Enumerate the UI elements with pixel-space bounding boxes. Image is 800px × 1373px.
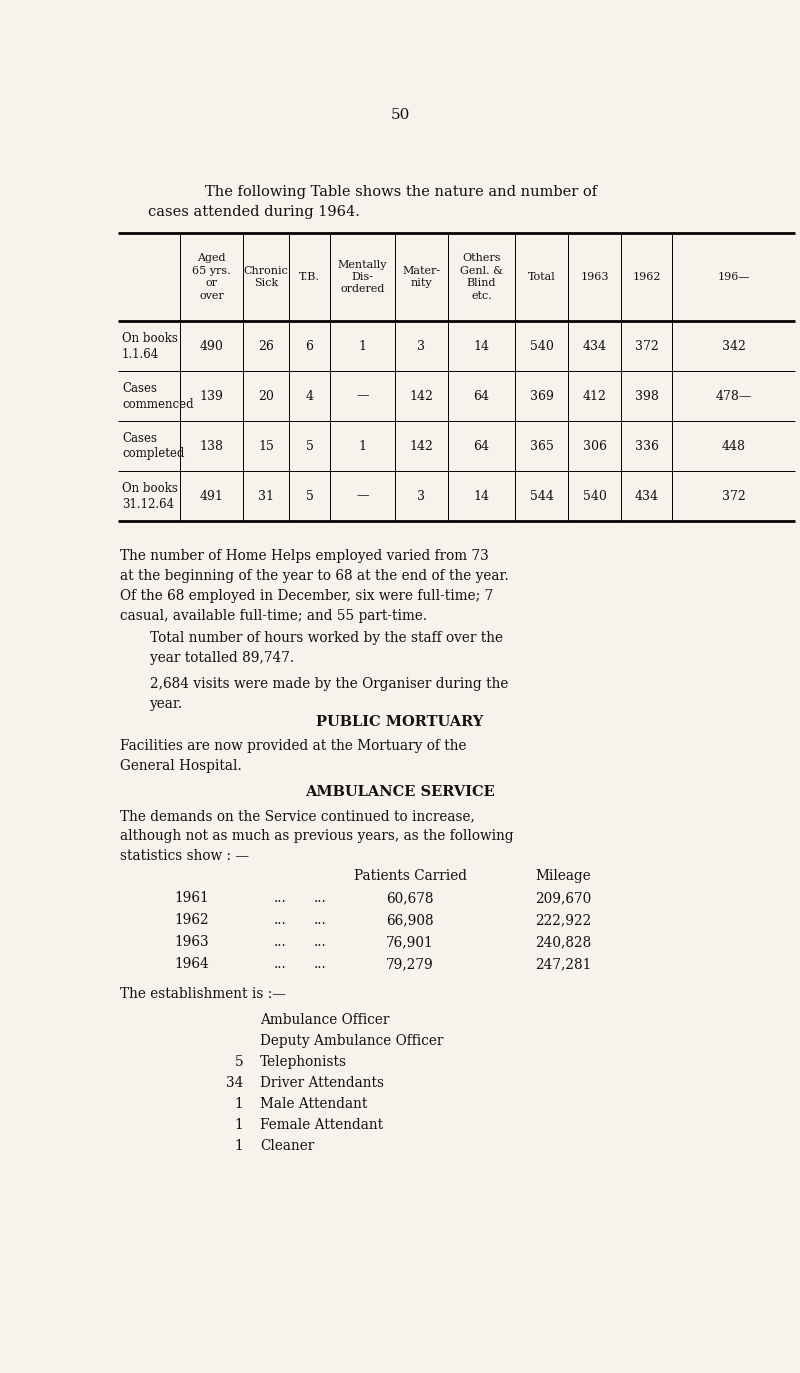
Text: 196—: 196— (718, 272, 750, 281)
Text: 2,684 visits were made by the Organiser during the
year.: 2,684 visits were made by the Organiser … (150, 677, 508, 711)
Text: 372: 372 (722, 490, 746, 503)
Text: ...: ... (274, 913, 286, 927)
Text: 1964: 1964 (174, 957, 210, 971)
Text: Patients Carried: Patients Carried (354, 869, 466, 883)
Text: AMBULANCE SERVICE: AMBULANCE SERVICE (305, 785, 495, 799)
Text: Facilities are now provided at the Mortuary of the
General Hospital.: Facilities are now provided at the Mortu… (120, 739, 466, 773)
Text: Telephonists: Telephonists (260, 1054, 347, 1070)
Text: ...: ... (274, 957, 286, 971)
Text: Driver Attendants: Driver Attendants (260, 1076, 384, 1090)
Text: The number of Home Helps employed varied from 73
at the beginning of the year to: The number of Home Helps employed varied… (120, 549, 509, 623)
Text: cases attended during 1964.: cases attended during 1964. (148, 205, 360, 220)
Text: The following Table shows the nature and number of: The following Table shows the nature and… (205, 185, 597, 199)
Text: On books
1.1.64: On books 1.1.64 (122, 331, 178, 361)
Text: 139: 139 (199, 390, 223, 402)
Text: 448: 448 (722, 439, 746, 453)
Text: Mater-
nity: Mater- nity (402, 266, 441, 288)
Text: ...: ... (314, 957, 326, 971)
Text: 1961: 1961 (174, 891, 210, 905)
Text: Female Attendant: Female Attendant (260, 1118, 383, 1131)
Text: 14: 14 (474, 339, 490, 353)
Text: 3: 3 (418, 339, 426, 353)
Text: Mentally
Dis-
ordered: Mentally Dis- ordered (338, 259, 387, 294)
Text: 79,279: 79,279 (386, 957, 434, 971)
Text: 64: 64 (474, 390, 490, 402)
Text: 365: 365 (530, 439, 554, 453)
Text: 222,922: 222,922 (535, 913, 591, 927)
Text: 247,281: 247,281 (535, 957, 591, 971)
Text: Ambulance Officer: Ambulance Officer (260, 1013, 390, 1027)
Text: 540: 540 (530, 339, 554, 353)
Text: Male Attendant: Male Attendant (260, 1097, 367, 1111)
Text: 336: 336 (634, 439, 658, 453)
Text: 20: 20 (258, 390, 274, 402)
Text: 1: 1 (358, 439, 366, 453)
Text: T.B.: T.B. (299, 272, 320, 281)
Text: 142: 142 (410, 390, 434, 402)
Text: 491: 491 (199, 490, 223, 503)
Text: 412: 412 (582, 390, 606, 402)
Text: Mileage: Mileage (535, 869, 590, 883)
Text: 3: 3 (418, 490, 426, 503)
Text: 26: 26 (258, 339, 274, 353)
Text: Cases
commenced: Cases commenced (122, 382, 194, 411)
Text: 240,828: 240,828 (535, 935, 591, 949)
Text: 342: 342 (722, 339, 746, 353)
Text: Chronic
Sick: Chronic Sick (243, 266, 289, 288)
Text: 15: 15 (258, 439, 274, 453)
Text: 544: 544 (530, 490, 554, 503)
Text: 490: 490 (199, 339, 223, 353)
Text: 1: 1 (358, 339, 366, 353)
Text: 478—: 478— (715, 390, 752, 402)
Text: 142: 142 (410, 439, 434, 453)
Text: On books
31.12.64: On books 31.12.64 (122, 482, 178, 511)
Text: —: — (356, 490, 369, 503)
Text: 306: 306 (582, 439, 606, 453)
Text: Cases
completed: Cases completed (122, 431, 184, 460)
Text: 4: 4 (306, 390, 314, 402)
Text: 60,678: 60,678 (386, 891, 434, 905)
Text: 209,670: 209,670 (535, 891, 591, 905)
Text: 434: 434 (634, 490, 658, 503)
Text: Deputy Ambulance Officer: Deputy Ambulance Officer (260, 1034, 443, 1048)
Text: —: — (356, 390, 369, 402)
Text: Others
Genl. &
Blind
etc.: Others Genl. & Blind etc. (460, 254, 503, 301)
Text: The demands on the Service continued to increase,
although not as much as previo: The demands on the Service continued to … (120, 809, 514, 864)
Text: 1963: 1963 (580, 272, 609, 281)
Text: Total number of hours worked by the staff over the
year totalled 89,747.: Total number of hours worked by the staf… (150, 632, 503, 665)
Text: 5: 5 (234, 1054, 243, 1070)
Text: 540: 540 (582, 490, 606, 503)
Text: 369: 369 (530, 390, 554, 402)
Text: 34: 34 (226, 1076, 243, 1090)
Text: Total: Total (528, 272, 555, 281)
Text: 138: 138 (199, 439, 223, 453)
Text: 6: 6 (306, 339, 314, 353)
Text: 1963: 1963 (174, 935, 210, 949)
Text: 1: 1 (234, 1097, 243, 1111)
Text: 1: 1 (234, 1140, 243, 1153)
Text: Cleaner: Cleaner (260, 1140, 314, 1153)
Text: 1962: 1962 (632, 272, 661, 281)
Text: ...: ... (314, 935, 326, 949)
Text: The establishment is :—: The establishment is :— (120, 987, 286, 1001)
Text: ...: ... (274, 891, 286, 905)
Text: Aged
65 yrs.
or
over: Aged 65 yrs. or over (192, 254, 231, 301)
Text: 5: 5 (306, 490, 314, 503)
Text: 1962: 1962 (174, 913, 210, 927)
Text: 372: 372 (634, 339, 658, 353)
Text: PUBLIC MORTUARY: PUBLIC MORTUARY (316, 715, 484, 729)
Text: 76,901: 76,901 (386, 935, 434, 949)
Text: 66,908: 66,908 (386, 913, 434, 927)
Text: 398: 398 (634, 390, 658, 402)
Text: 31: 31 (258, 490, 274, 503)
Text: ...: ... (274, 935, 286, 949)
Text: ...: ... (314, 891, 326, 905)
Text: 14: 14 (474, 490, 490, 503)
Text: ...: ... (314, 913, 326, 927)
Text: 1: 1 (234, 1118, 243, 1131)
Text: 64: 64 (474, 439, 490, 453)
Text: 434: 434 (582, 339, 606, 353)
Text: 5: 5 (306, 439, 314, 453)
Text: 50: 50 (390, 108, 410, 122)
